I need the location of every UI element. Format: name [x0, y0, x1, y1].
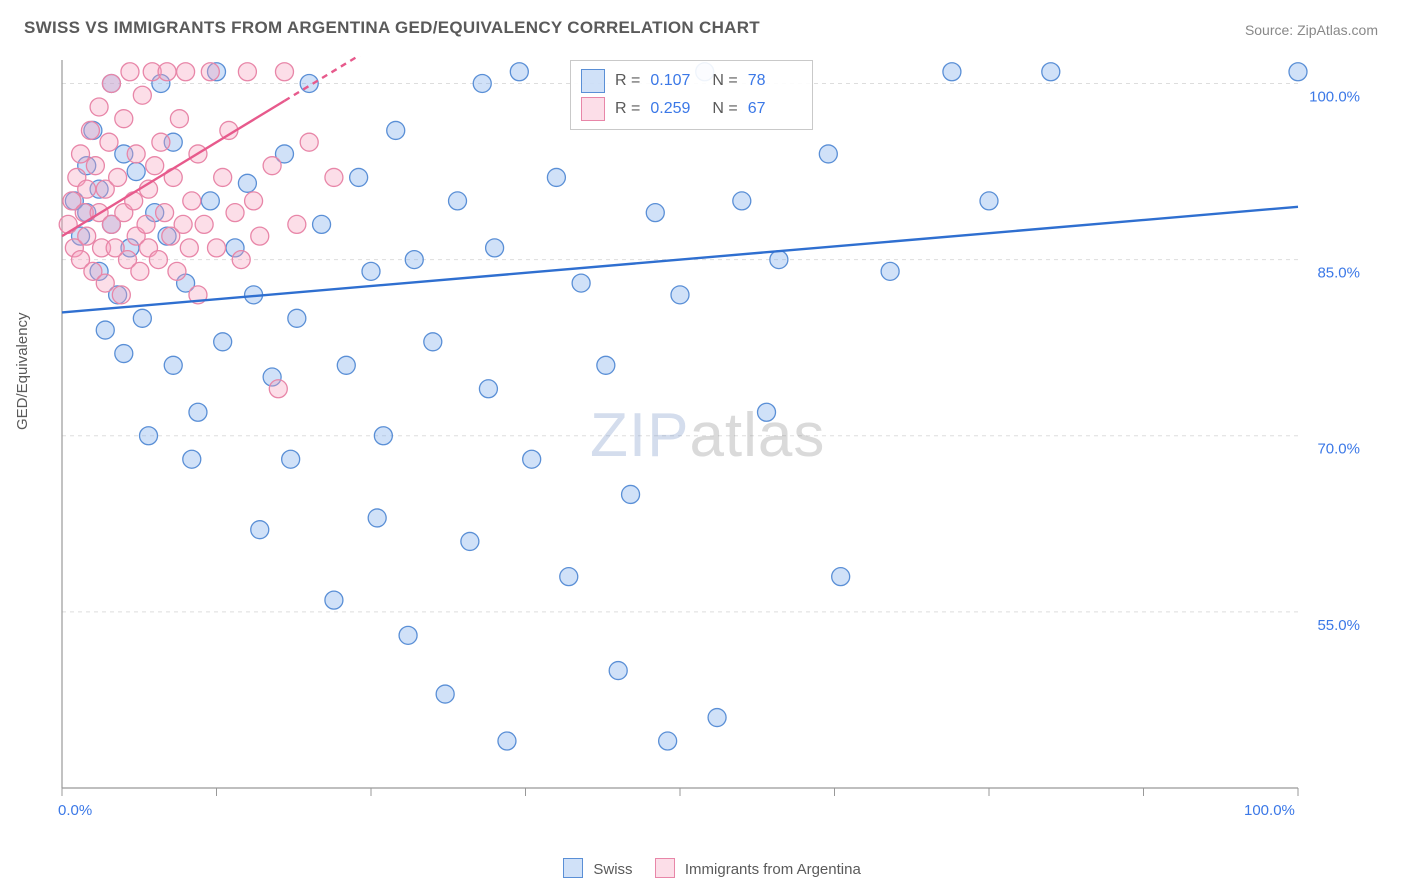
swiss-legend-label: Swiss: [593, 861, 632, 878]
argentina-legend-label: Immigrants from Argentina: [685, 861, 861, 878]
legend: Swiss Immigrants from Argentina: [0, 858, 1406, 878]
source-label: Source:: [1245, 22, 1293, 38]
y-axis-label: GED/Equivalency: [14, 312, 31, 430]
chart-plot: 55.0% 70.0% 85.0% 100.0%: [58, 56, 1368, 816]
r-label: R =: [615, 72, 640, 90]
source-value: ZipAtlas.com: [1297, 22, 1378, 38]
stats-row-swiss: R = 0.107 N = 78: [581, 67, 800, 95]
argentina-r-value: 0.259: [650, 100, 702, 118]
x-tick-label-max: 100.0%: [1244, 802, 1295, 819]
n-label: N =: [712, 100, 737, 118]
swiss-r-value: 0.107: [650, 72, 702, 90]
source-attribution: Source: ZipAtlas.com: [1245, 22, 1378, 38]
n-label: N =: [712, 72, 737, 90]
stats-row-argentina: R = 0.259 N = 67: [581, 95, 800, 123]
scatter-chart-svg: 55.0% 70.0% 85.0% 100.0%: [58, 56, 1368, 816]
svg-text:70.0%: 70.0%: [1317, 441, 1360, 458]
swiss-n-value: 78: [748, 72, 800, 90]
correlation-stats-box: R = 0.107 N = 78 R = 0.259 N = 67: [570, 60, 813, 130]
r-label: R =: [615, 100, 640, 118]
x-tick-label-min: 0.0%: [58, 802, 92, 819]
argentina-legend-swatch-icon: [655, 858, 675, 878]
chart-title: SWISS VS IMMIGRANTS FROM ARGENTINA GED/E…: [24, 18, 760, 38]
swiss-legend-swatch-icon: [563, 858, 583, 878]
svg-text:100.0%: 100.0%: [1309, 88, 1360, 105]
argentina-swatch-icon: [581, 97, 605, 121]
argentina-n-value: 67: [748, 100, 800, 118]
svg-text:55.0%: 55.0%: [1317, 617, 1360, 634]
svg-text:85.0%: 85.0%: [1317, 265, 1360, 282]
swiss-swatch-icon: [581, 69, 605, 93]
